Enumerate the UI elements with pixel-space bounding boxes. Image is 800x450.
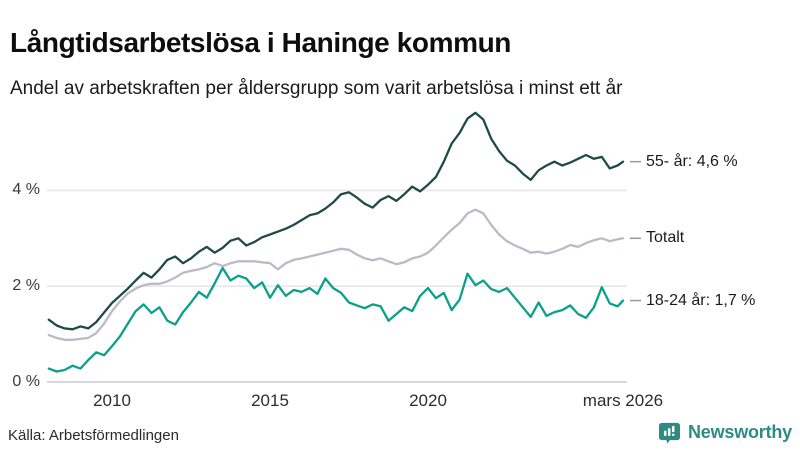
brand-name: Newsworthy [687, 422, 792, 442]
x-tick-2010: 2010 [93, 391, 131, 410]
gridlines [47, 189, 627, 383]
series-line-18-24r [47, 266, 625, 373]
series-label-55: 55- år: 4,6 % [646, 152, 738, 170]
y-tick-4: 4 % [12, 181, 40, 199]
label-connectors [630, 160, 641, 302]
chart-subtitle: Andel av arbetskraften per åldersgrupp s… [10, 78, 623, 99]
x-tick-2020: 2020 [409, 391, 447, 410]
series-line-Totalt [47, 208, 625, 341]
series-label-18-24: 18-24 år: 1,7 % [646, 291, 756, 309]
chart-title: Långtidsarbetslösa i Haninge kommun [10, 26, 511, 58]
newsworthy-barchart-bubble-icon [658, 421, 681, 444]
y-tick-0: 0 % [12, 373, 40, 390]
series-lines [47, 111, 625, 373]
x-tick-mars-2026: mars 2026 [582, 391, 664, 410]
series-line-55-r [47, 111, 625, 331]
brand-logo: Newsworthy [658, 421, 792, 444]
source-note: Källa: Arbetsförmedlingen [8, 427, 179, 444]
y-tick-2: 2 % [12, 277, 40, 295]
series-label-totalt: Totalt [646, 229, 685, 247]
x-tick-2015: 2015 [251, 391, 289, 410]
